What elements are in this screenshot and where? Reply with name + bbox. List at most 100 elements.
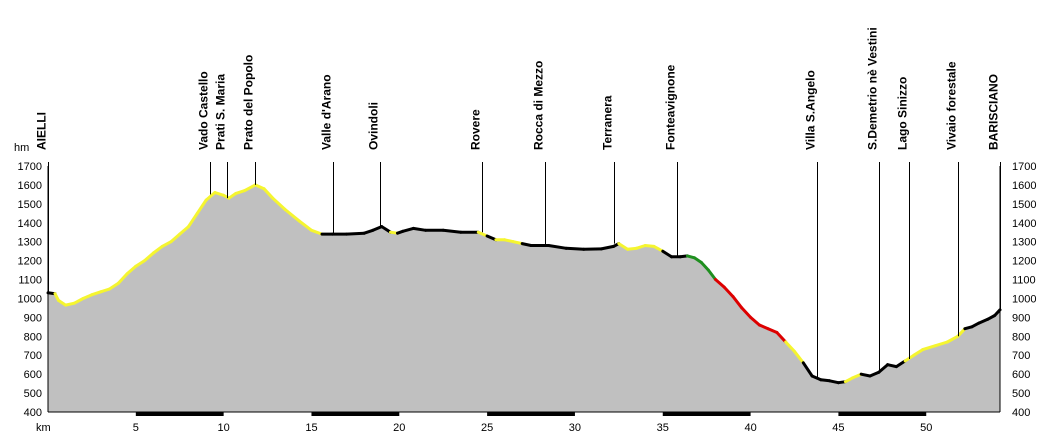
y-tick-label-left: 1600 [18, 180, 42, 192]
x-tick-label: 25 [481, 422, 493, 434]
profile-segment [793, 349, 805, 365]
location-label: Valle d'Arano [320, 74, 334, 150]
profile-segment [283, 208, 301, 223]
location-label: Prati S. Maria [214, 74, 228, 150]
x-axis-unit-label: km [36, 422, 51, 434]
y-tick-label-left: 700 [24, 350, 42, 362]
km-scale-segment [838, 412, 927, 416]
area-layer [48, 184, 1000, 412]
profile-segment [564, 246, 586, 251]
y-tick-label-left: 500 [24, 388, 42, 400]
y-tick-label-right: 900 [1012, 312, 1030, 324]
profile-segment [476, 230, 489, 238]
profile-segment [160, 240, 173, 248]
profile-segment [868, 370, 881, 378]
y-tick-label-right: 500 [1012, 388, 1030, 400]
y-tick-label-right: 1000 [1012, 293, 1036, 305]
x-tick-label: 10 [218, 422, 230, 434]
profile-segment [775, 331, 788, 344]
profile-segment [547, 244, 568, 250]
profile-segment [108, 281, 120, 291]
x-tick-label: 50 [920, 422, 932, 434]
location-label: BARISCIANO [987, 74, 1001, 150]
y-tick-label-right: 600 [1012, 369, 1030, 381]
location-label: Lago Sinizzo [896, 77, 910, 150]
profile-segment [169, 232, 182, 244]
location-label: Prato del Popolo [242, 55, 256, 150]
profile-segment [634, 244, 647, 250]
location-label: Vivaio forestale [945, 61, 959, 150]
y-tick-label-left: 1200 [18, 256, 42, 268]
profile-segment [243, 183, 257, 193]
km-scale-segment [662, 412, 751, 416]
x-tick-label: 5 [133, 422, 139, 434]
profile-segment [99, 287, 111, 294]
y-tick-label-left: 1400 [18, 218, 42, 230]
profile-segment [90, 290, 103, 297]
profile-segment [297, 219, 313, 232]
profile-segment [204, 191, 217, 202]
km-scale-segment [487, 412, 575, 416]
profile-segment [81, 293, 94, 300]
y-tick-label-right: 1600 [1012, 180, 1036, 192]
profile-segment [652, 244, 665, 253]
profile-segment [441, 228, 463, 234]
profile-segment [757, 323, 770, 331]
profile-segment [116, 272, 129, 285]
profile-segment [310, 228, 324, 236]
profile-segment [187, 211, 199, 229]
profile-segment [766, 327, 779, 334]
location-label: Fonteavignone [664, 64, 678, 150]
profile-segment [731, 295, 744, 310]
y-tick-label-right: 1400 [1012, 218, 1036, 230]
location-label: Ovindoli [367, 102, 381, 150]
profile-segment [271, 196, 287, 211]
y-tick-label-left: 1300 [18, 237, 42, 249]
x-tick-label: 35 [657, 422, 669, 434]
profile-segment [151, 244, 164, 255]
location-label: Rocca di Mezzo [532, 61, 546, 150]
x-tick-label: 40 [744, 422, 756, 434]
profile-segment [661, 249, 673, 259]
profile-segment [213, 191, 226, 197]
profile-segment [125, 264, 138, 276]
profile-segment [912, 348, 925, 357]
location-label: Rovere [469, 109, 483, 150]
y-tick-label-left: 800 [24, 331, 42, 343]
profile-segment [810, 374, 823, 382]
profile-segment [714, 278, 726, 289]
y-axis-unit-label: hm [14, 142, 29, 154]
x-tick-label: 30 [569, 422, 581, 434]
profile-segment [411, 226, 428, 232]
y-tick-label-left: 1700 [18, 161, 42, 173]
location-marker-layer: AIELLI Vado Castello Prati S. Maria Prato d… [35, 27, 1001, 379]
profile-segment [134, 259, 147, 268]
location-label: AIELLI [35, 112, 49, 150]
profile-segment [520, 242, 533, 247]
profile-segment [877, 363, 890, 374]
x-tick-label: 15 [305, 422, 317, 434]
y-tick-label-left: 1500 [18, 199, 42, 211]
profile-segment [722, 285, 735, 299]
profile-segment [503, 238, 515, 244]
location-label: S.Demetrio nè Vestini [866, 27, 880, 150]
profile-segment [195, 198, 208, 215]
profile-segment [178, 225, 190, 236]
location-label: Vado Castello [197, 71, 211, 150]
y-tick-label-right: 1300 [1012, 237, 1036, 249]
profile-segment [362, 228, 375, 235]
y-tick-label-left: 900 [24, 312, 42, 324]
profile-segment [253, 183, 266, 191]
profile-segment [401, 226, 415, 233]
y-tick-label-left: 400 [24, 407, 42, 419]
profile-segment [262, 187, 275, 200]
km-scale-segment [311, 412, 400, 416]
profile-segment [599, 244, 616, 251]
profile-segment [784, 340, 796, 353]
location-label: Villa S.Angelo [804, 70, 818, 150]
y-tick-label-right: 800 [1012, 331, 1030, 343]
y-tick-label-right: 1700 [1012, 161, 1036, 173]
profile-segment [380, 225, 392, 234]
profile-segment [993, 308, 1002, 317]
profile-segment [485, 234, 498, 242]
